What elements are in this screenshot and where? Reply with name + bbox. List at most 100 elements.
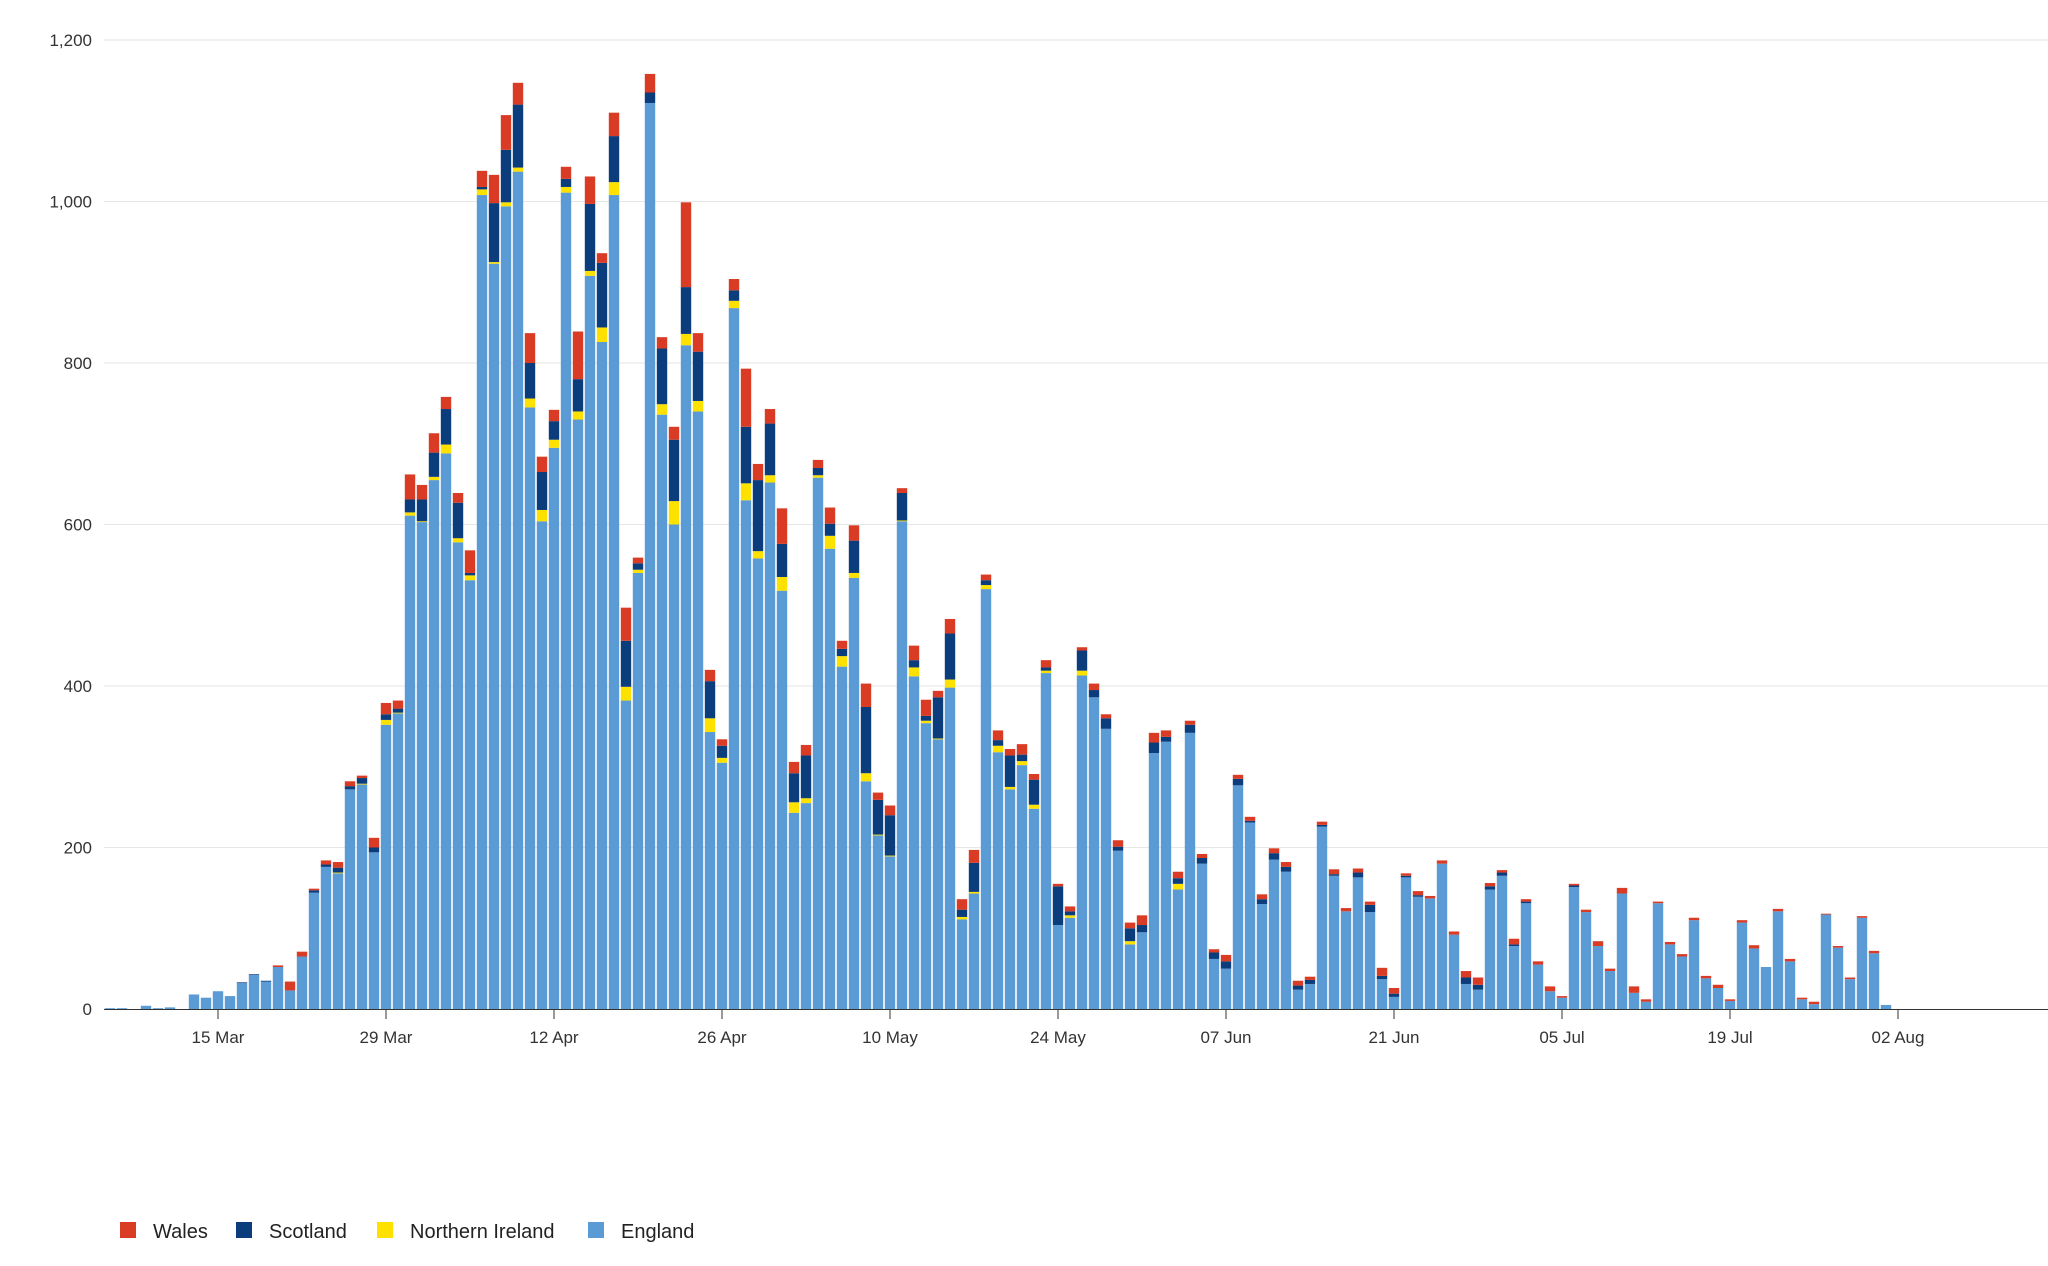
bar-segment-scotland [896, 493, 908, 521]
bar-segment-england [1328, 875, 1340, 1009]
bar-segment-england [1232, 785, 1244, 1009]
bar-segment-england [476, 195, 488, 1010]
bar-segment-wales [620, 607, 632, 641]
bar-segment-wales [1820, 913, 1832, 915]
bar-segment-scotland [536, 472, 548, 510]
bar-segment-england [1724, 1000, 1736, 1009]
bar-segment-england [1868, 953, 1880, 1009]
bar-segment-northern-ireland [500, 202, 512, 207]
bar-segment-england [308, 892, 320, 1009]
bar-segment-england [716, 762, 728, 1009]
bar-segment-scotland [596, 262, 608, 328]
bar-segment-england [368, 852, 380, 1009]
bar-segment-wales [1796, 997, 1808, 1000]
bar-segment-england [188, 994, 200, 1009]
bar-segment-england [248, 975, 260, 1009]
legend-item-england[interactable]: England [588, 1221, 694, 1243]
bar-segment-england [1280, 871, 1292, 1009]
bar-segment-wales [1748, 945, 1760, 949]
bar-segment-england [1424, 898, 1436, 1009]
bar-segment-scotland [1268, 853, 1280, 860]
bar-segment-northern-ireland [848, 572, 860, 578]
bar-segment-wales [1340, 908, 1352, 912]
bar-segment-wales [1076, 647, 1088, 651]
bar-segment-wales [1196, 853, 1208, 858]
bar-segment-england [1508, 946, 1520, 1009]
bar-segment-england [1016, 765, 1028, 1009]
bar-segment-england [1376, 979, 1388, 1009]
bar-segment-scotland [728, 290, 740, 301]
y-tick-label: 1,000 [49, 193, 92, 212]
bar-segment-wales [692, 333, 704, 352]
bar-segment-scotland [1028, 779, 1040, 805]
bar-segment-scotland [344, 786, 356, 790]
bar-segment-england [1592, 946, 1604, 1009]
bar-segment-wales [1100, 714, 1112, 719]
bar-segment-england [1208, 958, 1220, 1009]
bar-segment-england [704, 732, 716, 1009]
bar-segment-wales [644, 73, 656, 93]
bar-segment-england [788, 812, 800, 1009]
bar-segment-wales [1496, 870, 1508, 873]
bar-segment-scotland [1112, 846, 1124, 851]
bar-segment-scotland [776, 543, 788, 577]
bar-segment-wales [476, 170, 488, 187]
bar-segment-wales [1532, 961, 1544, 965]
x-tick-label: 26 Apr [697, 1028, 746, 1047]
bar-segment-england [1880, 1004, 1892, 1009]
legend-item-wales[interactable]: Wales [120, 1221, 208, 1243]
bar-segment-england [620, 700, 632, 1009]
bar-segment-england [1472, 989, 1484, 1009]
bar-segment-wales [584, 176, 596, 204]
bar-segment-wales [1676, 954, 1688, 957]
y-tick-label: 200 [64, 839, 92, 858]
bar-segment-wales [1172, 871, 1184, 879]
bar-segment-scotland [1100, 718, 1112, 729]
bar-segment-wales [1280, 862, 1292, 867]
bar-segment-england [392, 713, 404, 1009]
bar-segment-england [692, 411, 704, 1009]
bar-segment-england [1136, 932, 1148, 1009]
bar-segment-northern-ireland [788, 802, 800, 813]
bar-segment-england [1844, 979, 1856, 1009]
bar-segment-wales [404, 474, 416, 500]
bar-segment-wales [788, 761, 800, 774]
bar-segment-wales [1772, 908, 1784, 912]
y-tick-label: 400 [64, 677, 92, 696]
bar-segment-england [1544, 991, 1556, 1009]
bar-segment-england [320, 866, 332, 1009]
bar-segment-england [1352, 877, 1364, 1009]
x-tick-label: 02 Aug [1872, 1028, 1925, 1047]
bar-segment-scotland [452, 502, 464, 539]
legend-swatch-northern-ireland [377, 1222, 393, 1238]
bar-segment-wales [1436, 860, 1448, 864]
bar-segment-northern-ireland [836, 656, 848, 667]
legend-item-northern-ireland[interactable]: Northern Ireland [377, 1221, 555, 1243]
bar-segment-wales [1856, 916, 1868, 918]
x-tick-label: 10 May [862, 1028, 918, 1047]
bar-segment-scotland [812, 467, 824, 476]
bar-segment-wales [596, 253, 608, 263]
bar-segment-northern-ireland [716, 757, 728, 763]
bar-segment-wales [632, 557, 644, 564]
bar-segment-england [824, 548, 836, 1009]
legend-item-scotland[interactable]: Scotland [236, 1221, 347, 1243]
bar-segment-wales [1316, 821, 1328, 825]
bar-segment-northern-ireland [332, 872, 344, 874]
bar-segment-wales [872, 792, 884, 800]
bar-segment-northern-ireland [656, 404, 668, 415]
bar-segment-england [488, 263, 500, 1009]
bar-segment-scotland [488, 203, 500, 263]
bar-segment-england [1640, 1001, 1652, 1009]
bar-segment-scotland [308, 890, 320, 893]
bar-segment-wales [1052, 883, 1064, 887]
bar-segment-scotland [1064, 911, 1076, 916]
bar-segment-northern-ireland [440, 444, 452, 454]
bar-segment-scotland [1400, 875, 1412, 878]
bar-segment-northern-ireland [740, 483, 752, 501]
bar-segment-scotland [1328, 874, 1340, 876]
bar-segment-northern-ireland [1064, 915, 1076, 918]
bar-segment-england [164, 1007, 176, 1009]
y-axis-tick-labels: 0 200 400 600 800 1,000 1,200 [49, 31, 92, 1019]
bar-segment-wales [1628, 986, 1640, 993]
